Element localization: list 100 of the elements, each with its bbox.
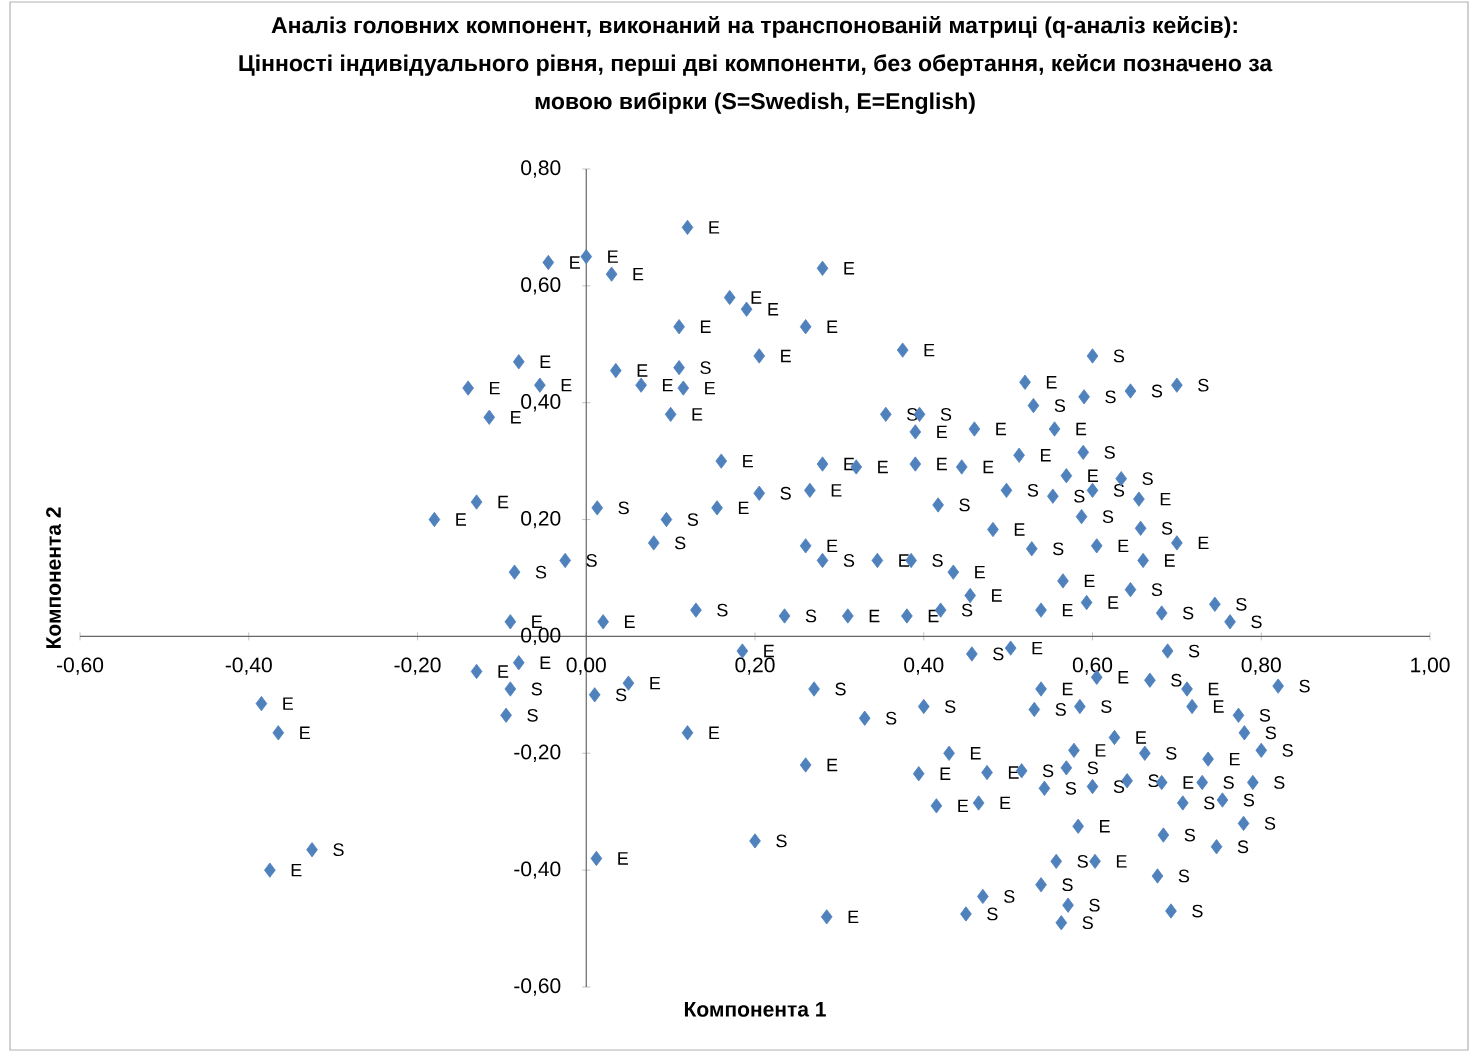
data-label: S (1178, 869, 1190, 883)
data-label: S (1087, 761, 1098, 775)
data-label: E (1165, 554, 1175, 567)
data-label: S (987, 907, 998, 921)
data-label: E (878, 460, 888, 474)
data-label: S (780, 486, 791, 500)
data-label: S (944, 700, 956, 713)
x-tick-label: -0,40 (225, 657, 272, 675)
data-label: E (992, 589, 1002, 602)
data-label: S (586, 554, 597, 567)
data-label: E (300, 726, 310, 740)
data-label: E (1198, 536, 1209, 550)
data-label: S (843, 554, 855, 567)
data-label: E (532, 615, 542, 628)
data-label: S (1052, 542, 1064, 556)
data-label: E (751, 291, 762, 304)
data-label: S (1182, 606, 1194, 620)
data-label: E (511, 411, 521, 424)
data-label: S (1161, 521, 1173, 535)
data-label: E (1032, 641, 1043, 655)
data-label: S (700, 361, 711, 375)
data-label: S (1101, 700, 1112, 713)
data-label: S (1102, 510, 1114, 524)
y-tick-label: 0,60 (521, 277, 561, 295)
data-label: S (1151, 583, 1163, 597)
data-label: E (625, 615, 635, 628)
data-label: E (844, 262, 855, 275)
data-label: S (805, 609, 817, 623)
data-label: E (498, 665, 509, 678)
data-label: E (709, 726, 720, 740)
data-label: E (283, 697, 294, 710)
y-tick-label: 0,80 (521, 160, 561, 178)
x-tick-label: 0,40 (904, 657, 944, 675)
data-label: E (996, 422, 1007, 436)
data-label: E (618, 852, 629, 865)
data-label: E (1084, 574, 1095, 588)
data-label: S (1105, 390, 1116, 404)
x-axis-title: Компонента 1 (684, 1002, 826, 1017)
data-label: S (333, 843, 344, 857)
data-label: S (932, 554, 943, 567)
data-label: S (1223, 776, 1234, 789)
data-label: S (1042, 764, 1054, 778)
data-label: E (831, 484, 842, 497)
data-label: S (1236, 597, 1247, 611)
data-label: E (975, 565, 985, 579)
data-label: E (540, 355, 551, 368)
data-label: S (1166, 746, 1177, 760)
x-tick-label: -0,60 (57, 657, 104, 675)
chart-title: Аналіз головних компонент, виконаний на транспонованій матриці (q-аналіз кейсів): Цінності індивідуального рівня, перші дві компоненти, без обертання, кейси позначено за мовою вибірки (S=Swedish, E=English) (239, 16, 1273, 114)
data-label: E (928, 609, 939, 623)
data-label: E (1208, 682, 1219, 696)
data-label: S (961, 603, 973, 617)
data-label: E (1183, 776, 1194, 789)
data-label: E (827, 539, 838, 553)
data-label: E (1040, 449, 1051, 462)
data-label: E (1136, 731, 1147, 744)
data-label: S (535, 565, 547, 579)
data-label: E (561, 378, 572, 392)
data-label: E (1229, 752, 1240, 766)
data-label: E (1062, 603, 1073, 617)
x-tick-label: 0,00 (566, 657, 606, 675)
data-label: E (1076, 422, 1087, 436)
data-label: S (1265, 726, 1276, 740)
data-label: E (490, 381, 500, 395)
y-tick-label: 0,40 (521, 394, 561, 412)
data-label: E (1108, 596, 1119, 609)
data-label: E (764, 644, 774, 658)
y-tick-label: -0,40 (514, 861, 561, 879)
data-label: E (633, 267, 644, 281)
data-label: E (291, 863, 302, 877)
data-label: S (1251, 615, 1262, 629)
data-label: E (650, 676, 661, 690)
data-label: E (1160, 492, 1171, 506)
x-tick-label: 1,00 (1411, 657, 1450, 675)
data-label: S (1282, 743, 1293, 757)
data-label: E (570, 256, 580, 269)
data-label: S (835, 682, 846, 696)
data-label: S (674, 536, 686, 550)
data-label: S (1004, 890, 1015, 903)
data-label: S (1192, 904, 1203, 918)
data-label: E (869, 609, 880, 623)
y-tick-label: -0,60 (514, 978, 561, 996)
data-label: E (456, 513, 467, 526)
data-label: S (1188, 644, 1200, 658)
data-label: S (1089, 898, 1100, 912)
data-label: E (1213, 700, 1224, 713)
data-label: E (738, 501, 749, 515)
data-label: E (983, 460, 994, 474)
data-label: S (1299, 679, 1310, 693)
data-label: S (993, 647, 1004, 661)
data-label: S (1055, 703, 1066, 716)
data-label: S (1062, 878, 1073, 892)
data-label: E (692, 408, 703, 421)
data-label: S (1027, 483, 1039, 497)
data-label: S (1113, 780, 1125, 793)
y-tick-label: -0,20 (514, 744, 561, 762)
data-label: S (1184, 828, 1195, 842)
data-label: S (1243, 793, 1255, 807)
data-label: S (885, 711, 897, 725)
data-label: S (1104, 445, 1115, 459)
